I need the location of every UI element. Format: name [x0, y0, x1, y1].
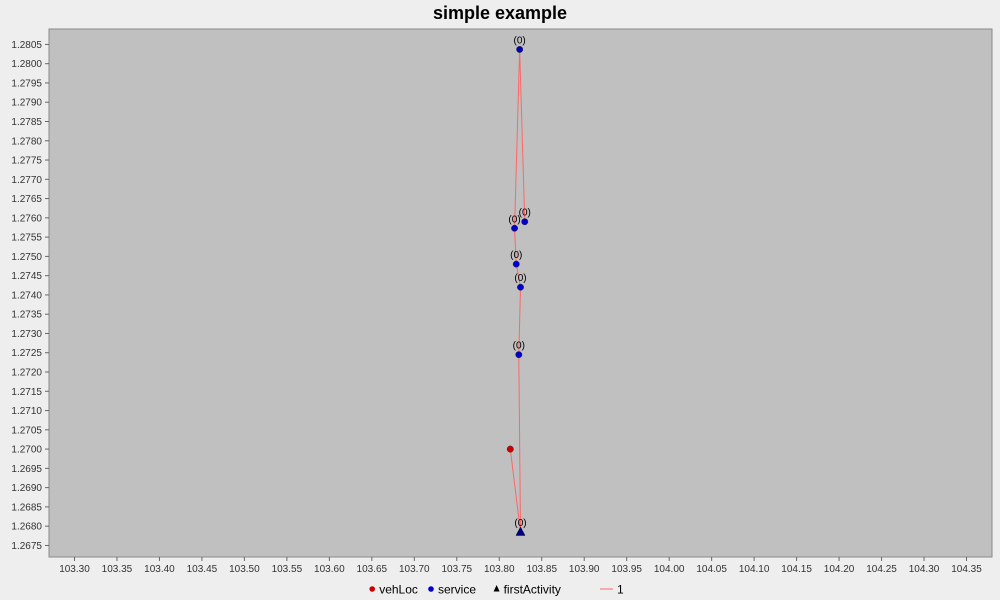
x-tick-label: 103.60	[314, 564, 345, 575]
y-tick-label: 1.2765	[11, 194, 42, 205]
legend: vehLoc service firstActivity 1	[369, 583, 624, 597]
point-label: (0)	[510, 250, 522, 261]
y-axis: 1.2675 1.2680 1.2685 1.2690 1.2695 1.2700 1.27…	[11, 40, 49, 552]
y-tick-label: 1.2685	[11, 502, 42, 513]
x-tick-label: 103.45	[187, 564, 218, 575]
legend-swatch-vehLoc	[369, 586, 376, 592]
x-tick-label: 103.85	[526, 564, 557, 575]
data-labels: (0)(0)(0)(0)(0)(0)(0)	[508, 35, 530, 529]
x-tick-label: 103.65	[357, 564, 388, 575]
x-tick-label: 104.35	[951, 564, 982, 575]
service-point	[516, 45, 524, 53]
y-tick-label: 1.2710	[11, 406, 42, 417]
x-tick-label: 103.50	[229, 564, 260, 575]
service-point	[511, 224, 519, 232]
route-line-series-1	[509, 49, 526, 533]
x-tick-label: 104.10	[739, 564, 770, 575]
series-markers	[506, 45, 529, 536]
service-point	[512, 260, 520, 268]
legend-item-firstActivity: firstActivity	[493, 583, 561, 597]
x-tick-label: 104.00	[654, 564, 685, 575]
y-tick-label: 1.2725	[11, 348, 42, 359]
y-tick-label: 1.2730	[11, 329, 42, 340]
legend-item-service: service	[428, 583, 476, 597]
point-label: (0)	[514, 273, 526, 284]
series-lines	[509, 49, 526, 533]
y-tick-label: 1.2770	[11, 175, 42, 186]
y-tick-label: 1.2675	[11, 541, 42, 552]
y-tick-label: 1.2745	[11, 271, 42, 282]
x-tick-label: 103.75	[441, 564, 472, 575]
y-tick-label: 1.2790	[11, 98, 42, 109]
y-tick-label: 1.2740	[11, 290, 42, 301]
x-tick-label: 104.15	[781, 564, 812, 575]
x-axis: 103.30 103.35 103.40 103.45 103.50 103.55 103.…	[59, 557, 982, 575]
legend-swatch-firstActivity	[493, 585, 500, 592]
y-tick-label: 1.2755	[11, 233, 42, 244]
legend-swatch-service	[428, 586, 434, 592]
legend-item-1: 1	[600, 583, 624, 597]
x-tick-label: 103.35	[102, 564, 133, 575]
x-tick-label: 104.05	[696, 564, 727, 575]
y-tick-label: 1.2715	[11, 387, 42, 398]
legend-label: firstActivity	[504, 583, 561, 597]
x-tick-label: 104.20	[824, 564, 855, 575]
legend-label: 1	[617, 583, 624, 597]
service-point	[515, 351, 523, 359]
y-tick-label: 1.2705	[11, 425, 42, 436]
y-tick-label: 1.2680	[11, 522, 42, 533]
y-tick-label: 1.2785	[11, 117, 42, 128]
x-tick-label: 103.70	[399, 564, 430, 575]
point-label: (0)	[513, 341, 525, 352]
x-tick-label: 103.95	[611, 564, 642, 575]
legend-item-vehLoc: vehLoc	[369, 583, 418, 597]
y-tick-label: 1.2695	[11, 464, 42, 475]
chart-title: simple example	[433, 3, 567, 23]
x-tick-label: 104.25	[866, 564, 897, 575]
x-tick-label: 103.55	[272, 564, 303, 575]
y-tick-label: 1.2805	[11, 40, 42, 51]
y-tick-label: 1.2800	[11, 59, 42, 70]
point-label: (0)	[519, 208, 531, 219]
y-tick-label: 1.2775	[11, 156, 42, 167]
service-point	[521, 218, 529, 226]
y-tick-label: 1.2690	[11, 483, 42, 494]
y-tick-label: 1.2720	[11, 368, 42, 379]
legend-label: service	[438, 583, 476, 597]
x-tick-label: 103.40	[144, 564, 175, 575]
y-tick-label: 1.2780	[11, 136, 42, 147]
y-tick-label: 1.2760	[11, 213, 42, 224]
point-label: (0)	[514, 35, 526, 46]
x-tick-label: 104.30	[909, 564, 940, 575]
x-tick-label: 103.30	[59, 564, 90, 575]
firstActivity-point	[515, 526, 526, 536]
point-label: (0)	[508, 214, 520, 225]
y-tick-label: 1.2750	[11, 252, 42, 263]
y-tick-label: 1.2795	[11, 78, 42, 89]
y-tick-label: 1.2735	[11, 310, 42, 321]
service-point	[517, 283, 524, 291]
x-tick-label: 103.90	[569, 564, 600, 575]
x-tick-label: 103.80	[484, 564, 515, 575]
point-label: (0)	[514, 518, 526, 529]
vehLoc-point	[506, 445, 514, 453]
y-tick-label: 1.2700	[11, 445, 42, 456]
legend-label: vehLoc	[379, 583, 418, 597]
